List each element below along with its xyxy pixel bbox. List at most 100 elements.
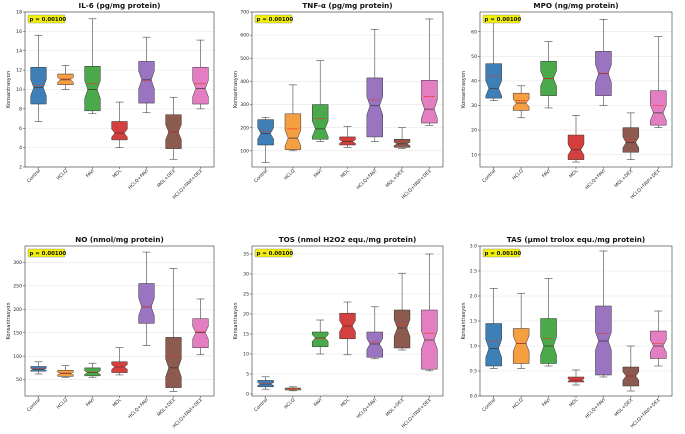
- y-tick-label: 20: [243, 312, 249, 318]
- y-tick-label: 0.5: [470, 369, 477, 375]
- pvalue-badge: p = 0.00100: [482, 248, 522, 258]
- x-tick-label: FAVI: [85, 397, 96, 408]
- box-7: [421, 253, 438, 372]
- box-body: [595, 305, 612, 376]
- x-tick-label: HCLQ+FAVI: [355, 168, 378, 191]
- pvalue-badge: p = 0.00100: [27, 248, 66, 258]
- x-tick-label: HCLQ+FAVI+DEX: [172, 397, 204, 429]
- x-tick-label: HCLQ+FAVI+DEX: [629, 397, 661, 429]
- y-tick-label: 50: [471, 54, 477, 60]
- box-5: [366, 306, 383, 360]
- y-tick-label: 25: [243, 292, 249, 298]
- box-2: [284, 84, 302, 152]
- x-tick-label: FAVI: [313, 168, 324, 179]
- y-tick-label: 3.0: [470, 244, 477, 250]
- x-tick-label: HCLQ+FAVI+DEX: [400, 168, 432, 200]
- box-1: [30, 34, 47, 122]
- box-7: [192, 39, 209, 110]
- box-6: [393, 127, 411, 149]
- box-body: [485, 323, 502, 367]
- y-tick-label: 20: [471, 128, 477, 134]
- box-4: [567, 369, 585, 386]
- panel-1: IL-6 (pg/mg protein) 2 4 6 8 10 12 14 16 18 Konsan…: [6, 1, 215, 200]
- box-1: [30, 361, 47, 375]
- box-3: [540, 278, 557, 367]
- x-tick-label: HCLQ: [283, 168, 297, 182]
- y-tick-label: 700: [240, 10, 249, 16]
- box-2: [57, 64, 74, 90]
- box-body: [138, 61, 155, 104]
- box-body: [57, 73, 74, 85]
- y-tick-label: 10: [16, 87, 22, 93]
- box-3: [312, 319, 329, 355]
- box-3: [84, 362, 101, 378]
- y-tick-label: 6: [19, 126, 22, 132]
- y-tick-label: 200: [13, 307, 22, 313]
- y-axis-label: Konsantrasyon: [6, 303, 12, 340]
- box-body: [111, 121, 128, 141]
- box-body: [257, 119, 274, 146]
- pvalue-badge: p = 0.00100: [482, 14, 522, 24]
- panel-4: NO (nmol/mg protein) 50 100 150 200 250 300 Kon…: [6, 235, 215, 429]
- box-6: [165, 96, 182, 160]
- box-2: [512, 293, 530, 369]
- box-6: [622, 112, 640, 160]
- box-body: [512, 328, 530, 364]
- x-tick-label: Control: [26, 168, 42, 184]
- box-1: [257, 376, 274, 390]
- box-3: [84, 18, 101, 115]
- box-4: [339, 126, 356, 148]
- box-body: [138, 283, 155, 324]
- y-tick-label: 0.0: [470, 394, 477, 400]
- box-body: [393, 138, 411, 148]
- x-tick-label: MOL+DEX: [156, 168, 177, 189]
- box-6: [165, 268, 182, 392]
- box-7: [192, 298, 209, 356]
- y-tick-label: 250: [13, 283, 22, 289]
- y-tick-label: 1.0: [470, 344, 477, 350]
- pvalue-text: p = 0.00100: [485, 17, 522, 23]
- y-tick-label: 60: [471, 29, 477, 35]
- x-tick-label: FAVI: [541, 397, 552, 408]
- box-body: [284, 113, 302, 150]
- pvalue-text: p = 0.00100: [485, 251, 522, 257]
- pvalue-badge: p = 0.00100: [27, 14, 67, 24]
- y-axis-label: Konsantrasyon: [461, 303, 467, 340]
- x-tick-label: HCLQ+FAVI: [584, 397, 607, 420]
- y-tick-label: 16: [16, 29, 22, 35]
- box-body: [512, 92, 530, 111]
- y-tick-label: 14: [16, 48, 22, 54]
- y-tick-label: 4: [19, 145, 22, 151]
- box-5: [138, 251, 155, 346]
- y-tick-label: 40: [471, 78, 477, 84]
- x-tick-label: HCLQ+FAVI: [127, 397, 150, 420]
- box-body: [622, 366, 640, 387]
- y-tick-label: 10: [471, 152, 477, 158]
- y-tick-label: 0: [246, 392, 249, 398]
- box-4: [339, 301, 356, 356]
- box-2: [57, 365, 74, 378]
- x-tick-label: HCLQ: [283, 397, 297, 411]
- y-tick-label: 300: [240, 102, 249, 108]
- box-body: [30, 366, 47, 372]
- x-tick-label: FAVI: [313, 397, 324, 408]
- x-tick-label: Control: [253, 397, 269, 413]
- pvalue-text: p = 0.00100: [30, 17, 67, 23]
- x-tick-label: MOL: [568, 397, 580, 409]
- pvalue-text: p = 0.00100: [257, 251, 294, 257]
- pvalue-box: [254, 14, 293, 24]
- x-tick-label: Control: [26, 397, 42, 413]
- y-tick-label: 100: [240, 148, 249, 154]
- box-3: [540, 41, 557, 109]
- panel-2: TNF-α (pg/mg protein) 100 200 300 400 500 600 7…: [233, 1, 444, 200]
- x-tick-label: HCLQ: [56, 397, 70, 411]
- x-tick-label: HCLQ+FAVI: [584, 168, 607, 191]
- box-body: [567, 134, 585, 160]
- box-body: [393, 309, 411, 349]
- x-tick-label: Control: [481, 397, 497, 413]
- x-tick-label: MOL+DEX: [613, 397, 634, 418]
- chart-title: MPO (ng/mg protein): [533, 1, 618, 10]
- y-axis-label: Konsantrasyon: [233, 303, 239, 340]
- box-body: [84, 66, 101, 112]
